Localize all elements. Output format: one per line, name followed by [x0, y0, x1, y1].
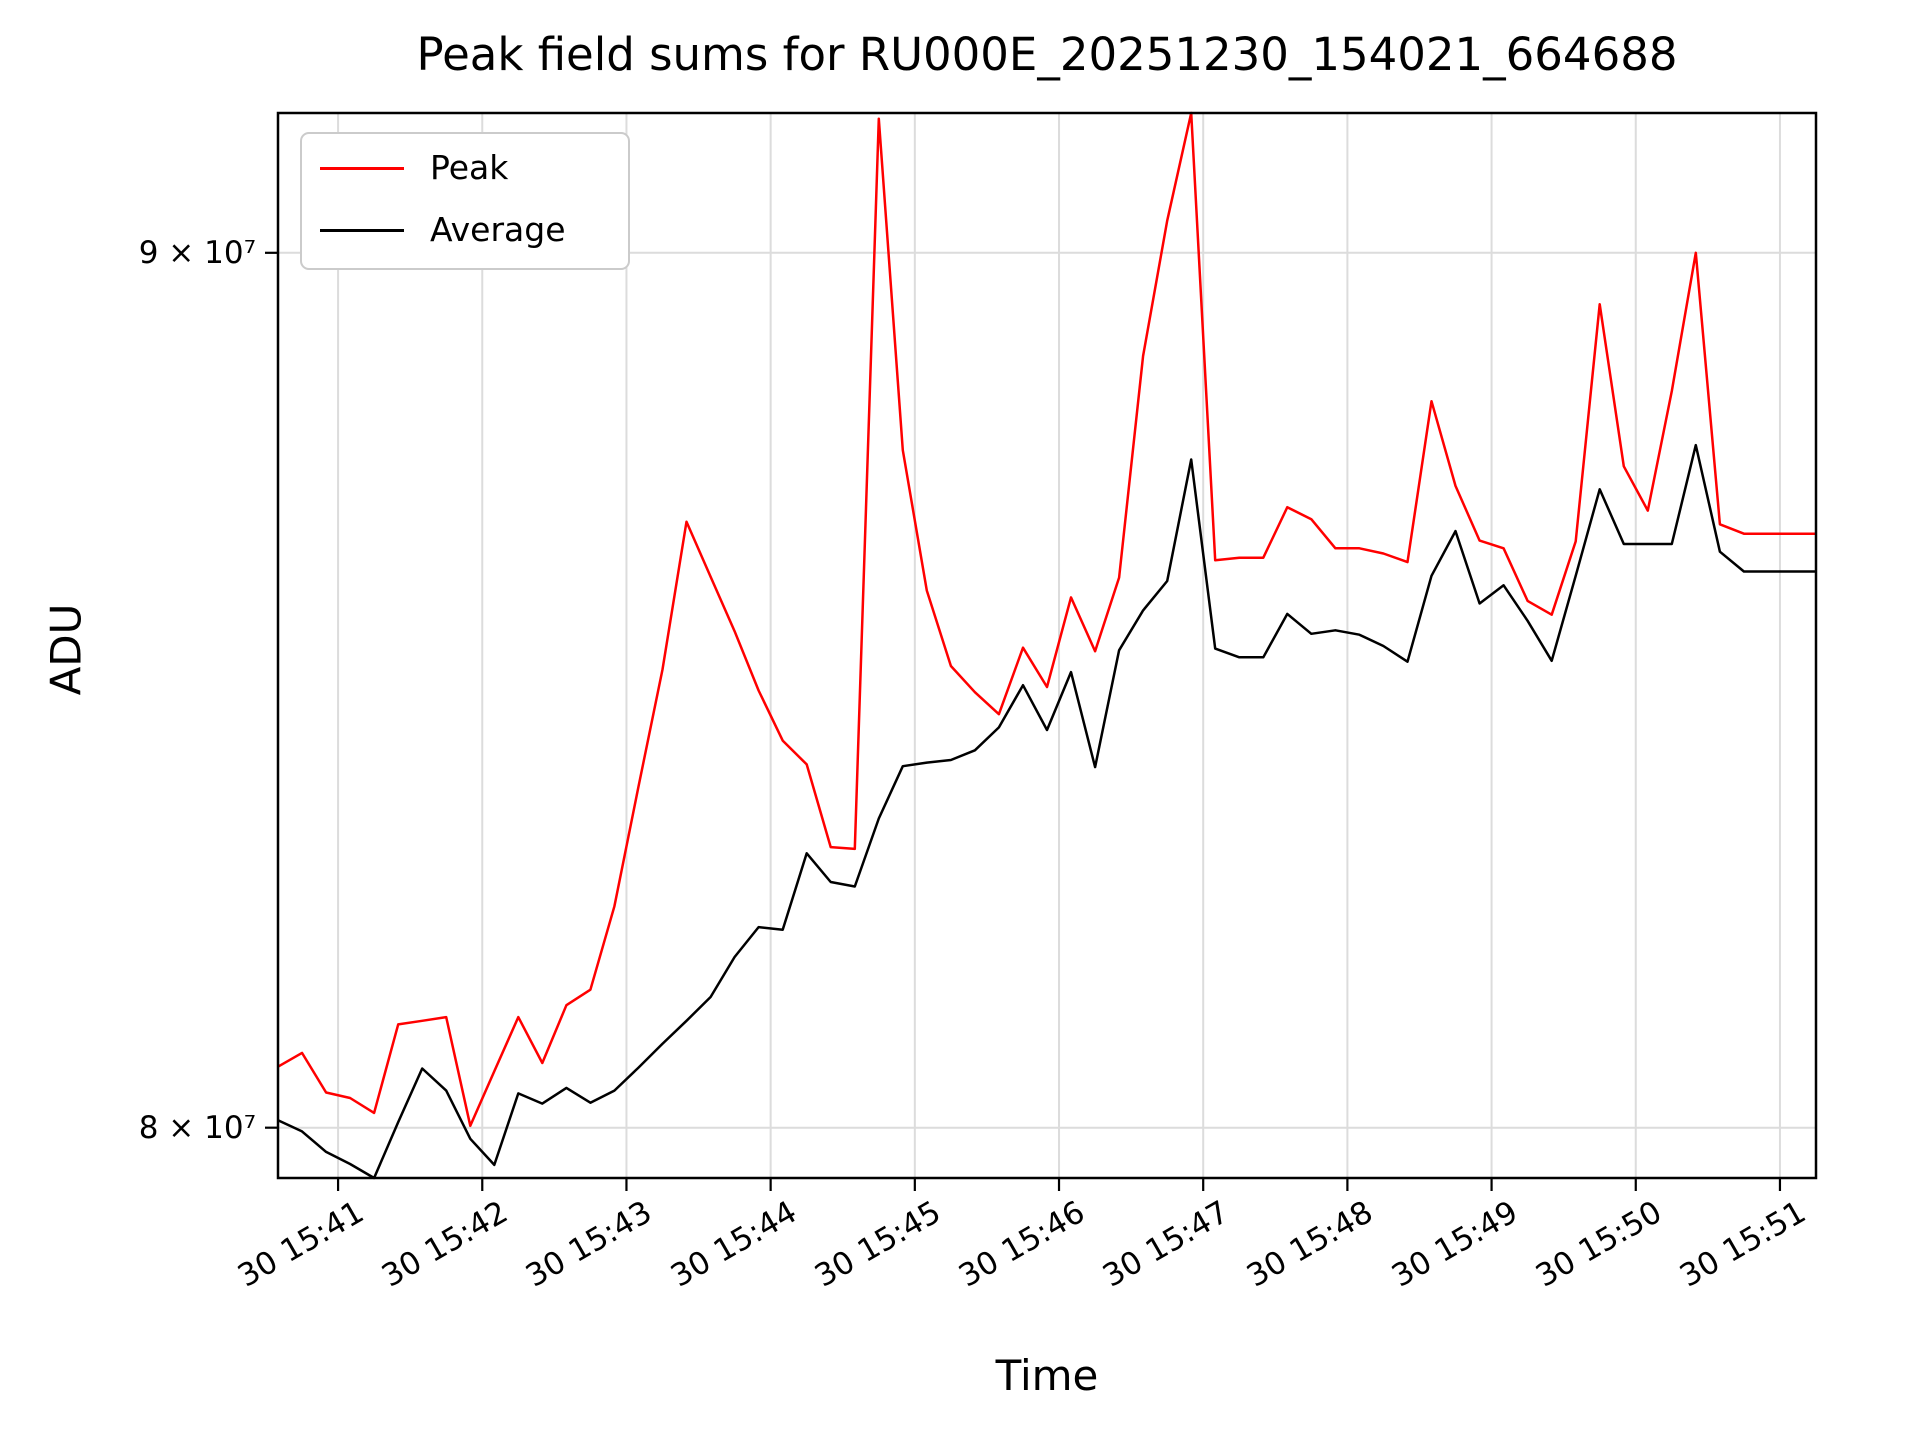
y-tick-label: 9 × 10⁷ — [138, 234, 256, 271]
series-line-peak — [277, 111, 1816, 1128]
x-axis-label: Time — [995, 1351, 1099, 1400]
chart-title: Peak field sums for RU000E_20251230_1540… — [416, 28, 1678, 81]
legend-entry-peak: Peak — [320, 148, 508, 188]
series-line-average — [277, 443, 1816, 1180]
legend: Peak Average — [300, 132, 630, 270]
plot-border — [276, 111, 1818, 1180]
legend-label: Peak — [430, 148, 509, 187]
peak-line-sample — [320, 166, 404, 170]
y-tick-label: 8 × 10⁷ — [138, 1109, 256, 1146]
average-line-sample — [320, 228, 404, 232]
legend-entry-average: Average — [320, 210, 566, 250]
legend-label: Average — [430, 210, 566, 249]
